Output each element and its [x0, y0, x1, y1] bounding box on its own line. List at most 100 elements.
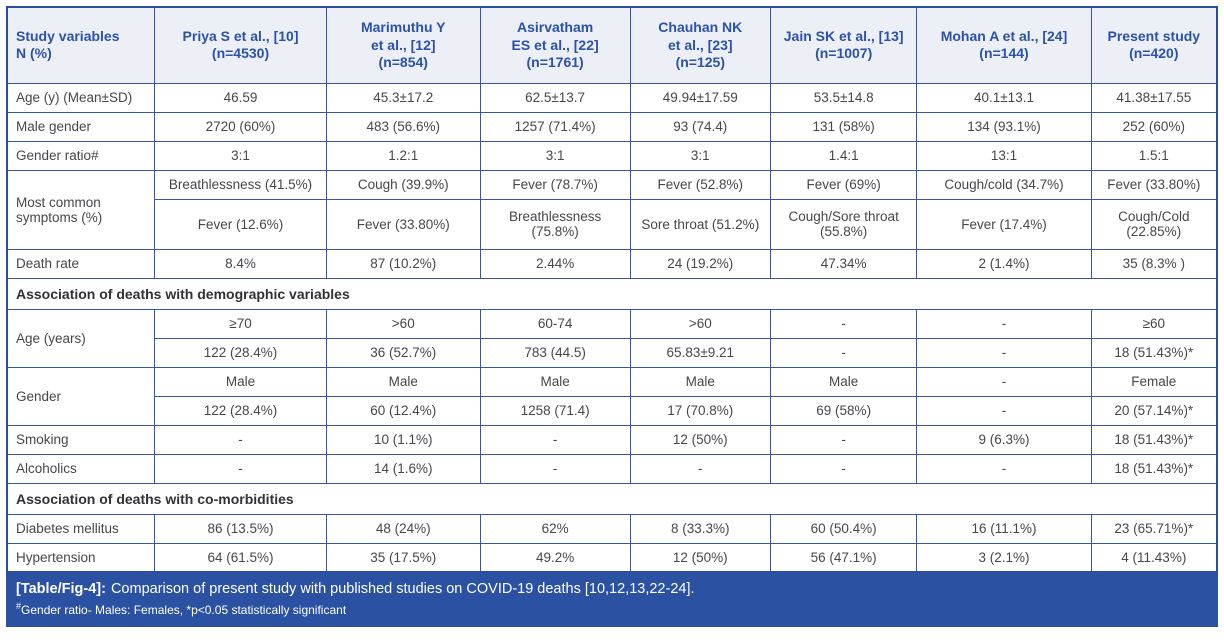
table-cell: 3:1 [479, 140, 631, 171]
table-row-male-gender: Male gender 2720 (60%) 483 (56.6%) 1257 … [6, 111, 1218, 142]
row-label: Death rate [6, 248, 156, 279]
table-cell: - [479, 424, 631, 455]
table-cell: - [769, 308, 918, 339]
table-cell: 65.83±9.21 [629, 337, 771, 368]
table-cell: 4 (11.43%) [1090, 542, 1218, 573]
section-title: Association of deaths with co-morbiditie… [6, 482, 1218, 515]
table-row-age-mean: Age (y) (Mean±SD) 46.59 45.3±17.2 62.5±1… [6, 82, 1218, 113]
table-cell: 1.2:1 [325, 140, 481, 171]
table-cell: 69 (58%) [769, 395, 918, 426]
table-cell: 93 (74.4) [629, 111, 771, 142]
table-cell: 35 (8.3% ) [1090, 248, 1218, 279]
row-label: Most common symptoms (%) [6, 169, 156, 250]
table-cell: 783 (44.5) [479, 337, 631, 368]
comparison-table: Study variables N (%) Priya S et al., [1… [6, 6, 1218, 573]
table-cell: Female [1090, 366, 1218, 397]
figure-tag: [Table/Fig-4]: [16, 581, 106, 597]
table-cell: 24 (19.2%) [629, 248, 771, 279]
table-row-alcoholics: Alcoholics - 14 (1.6%) - - - - 18 (51.43… [6, 453, 1218, 484]
table-cell: 18 (51.43%)* [1090, 337, 1218, 368]
table-cell: 9 (6.3%) [916, 424, 1092, 455]
table-cell: 13:1 [916, 140, 1092, 171]
table-cell: Male [154, 366, 327, 397]
table-cell: Cough/Sore throat (55.8%) [769, 198, 918, 250]
section-title: Association of deaths with demographic v… [6, 277, 1218, 310]
table-cell: - [154, 424, 327, 455]
table-row-death-rate: Death rate 8.4% 87 (10.2%) 2.44% 24 (19.… [6, 248, 1218, 279]
row-label: Hypertension [6, 542, 156, 573]
table-cell: 23 (65.71%)* [1090, 513, 1218, 544]
table-cell: - [629, 453, 771, 484]
row-label: Diabetes mellitus [6, 513, 156, 544]
row-label: Alcoholics [6, 453, 156, 484]
table-row-gender-ratio: Gender ratio# 3:1 1.2:1 3:1 3:1 1.4:1 13… [6, 140, 1218, 171]
table-cell: ≥70 [154, 308, 327, 339]
table-row-age-years-2: 122 (28.4%) 36 (52.7%) 783 (44.5) 65.83±… [7, 337, 1218, 368]
table-cell: 48 (24%) [325, 513, 481, 544]
table-cell: ≥60 [1090, 308, 1218, 339]
table-cell: 3 (2.1%) [916, 542, 1092, 573]
table-cell: 2 (1.4%) [916, 248, 1092, 279]
table-cell: Male [629, 366, 771, 397]
table-row-hypertension: Hypertension 64 (61.5%) 35 (17.5%) 49.2%… [6, 542, 1218, 573]
table-cell: 45.3±17.2 [325, 82, 481, 113]
table-cell: Male [479, 366, 631, 397]
column-header-priya: Priya S et al., [10] (n=4530) [154, 6, 327, 84]
table-cell: 64 (61.5%) [154, 542, 327, 573]
header-row: Study variables N (%) Priya S et al., [1… [6, 6, 1218, 84]
table-cell: 12 (50%) [629, 542, 771, 573]
table-cell: Fever (52.8%) [629, 169, 771, 200]
table-cell: 8.4% [154, 248, 327, 279]
column-header-chauhan: Chauhan NK et al., [23] (n=125) [629, 6, 771, 84]
table-cell: 62% [479, 513, 631, 544]
table-cell: 86 (13.5%) [154, 513, 327, 544]
table-cell: 1258 (71.4) [479, 395, 631, 426]
table-cell: 17 (70.8%) [629, 395, 771, 426]
table-cell: 87 (10.2%) [325, 248, 481, 279]
table-cell: - [154, 453, 327, 484]
table-cell: 18 (51.43%)* [1090, 453, 1218, 484]
table-cell: 483 (56.6%) [325, 111, 481, 142]
table-cell: >60 [325, 308, 481, 339]
row-label: Gender ratio# [6, 140, 156, 171]
table-cell: 40.1±13.1 [916, 82, 1092, 113]
table-cell: 3:1 [629, 140, 771, 171]
column-header-jain: Jain SK et al., [13] (n=1007) [769, 6, 918, 84]
table-cell: 1.5:1 [1090, 140, 1218, 171]
table-cell: - [769, 337, 918, 368]
table-cell: Fever (17.4%) [916, 198, 1092, 250]
table-row-smoking: Smoking - 10 (1.1%) - 12 (50%) - 9 (6.3%… [6, 424, 1218, 455]
table-cell: - [916, 395, 1092, 426]
table-row-symptoms-2: Fever (12.6%) Fever (33.80%) Breathlessn… [7, 198, 1218, 250]
table-cell: - [916, 366, 1092, 397]
table-cell: 3:1 [154, 140, 327, 171]
table-cell: 134 (93.1%) [916, 111, 1092, 142]
table-cell: - [916, 453, 1092, 484]
table-cell: 62.5±13.7 [479, 82, 631, 113]
table-cell: Fever (69%) [769, 169, 918, 200]
table-cell: Cough (39.9%) [325, 169, 481, 200]
table-row-diabetes: Diabetes mellitus 86 (13.5%) 48 (24%) 62… [6, 513, 1218, 544]
column-header-present-study: Present study (n=420) [1090, 6, 1218, 84]
table-cell: 49.94±17.59 [629, 82, 771, 113]
table-cell: Fever (78.7%) [479, 169, 631, 200]
footnote-marker: # [16, 600, 22, 611]
column-header-study-variables: Study variables N (%) [6, 6, 156, 84]
table-cell: 122 (28.4%) [154, 395, 327, 426]
table-cell: 8 (33.3%) [629, 513, 771, 544]
table-cell: 2720 (60%) [154, 111, 327, 142]
table-cell: Breathlessness (75.8%) [479, 198, 631, 250]
table-cell: Breathlessness (41.5%) [154, 169, 327, 200]
row-label: Age (years) [6, 308, 156, 368]
table-cell: 20 (57.14%)* [1090, 395, 1218, 426]
footnote-text: Gender ratio- Males: Females, *p<0.05 st… [21, 602, 347, 617]
table-cell: Sore throat (51.2%) [629, 198, 771, 250]
column-header-marimuthu: Marimuthu Y et al., [12] (n=854) [325, 6, 481, 84]
table-cell: 36 (52.7%) [325, 337, 481, 368]
caption-bar: [Table/Fig-4]: Comparison of present stud… [6, 573, 1218, 628]
table-cell: 35 (17.5%) [325, 542, 481, 573]
table-cell: 16 (11.1%) [916, 513, 1092, 544]
section-header-demographic: Association of deaths with demographic v… [6, 277, 1218, 310]
table-cell: 10 (1.1%) [325, 424, 481, 455]
table-cell: - [479, 453, 631, 484]
